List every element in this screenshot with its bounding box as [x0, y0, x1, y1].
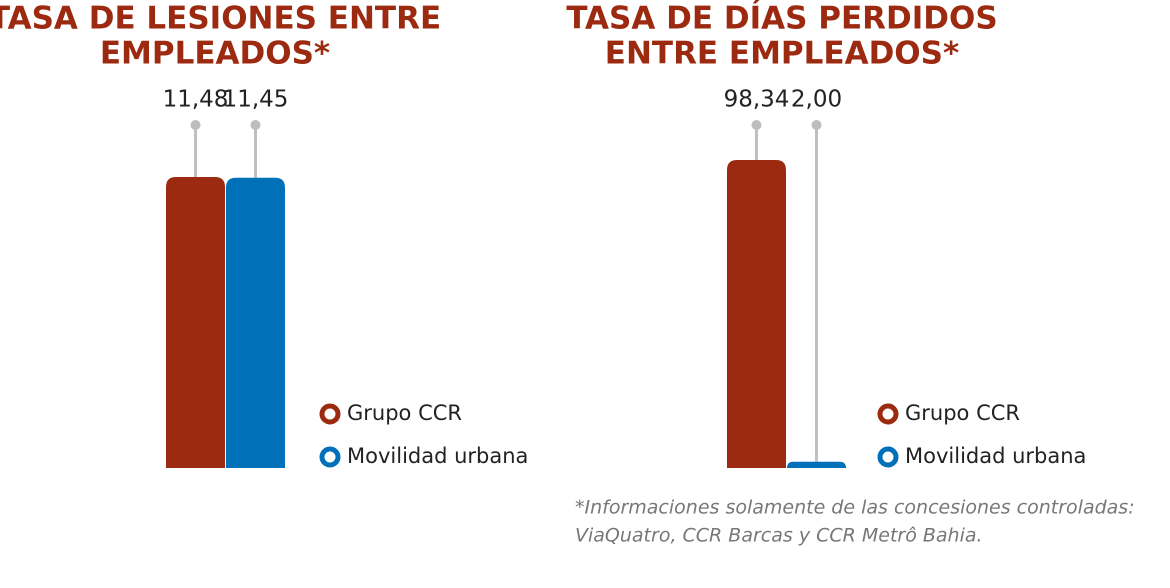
- footnote: ViaQuatro, CCR Barcas y CCR Metrô Bahia.: [575, 525, 983, 547]
- legend-marker: [877, 446, 899, 468]
- value-label: 98,34: [724, 87, 790, 113]
- footnote: *Informaciones solamente de las concesio…: [575, 497, 1135, 519]
- bar: [787, 461, 846, 468]
- stem-dot: [250, 120, 261, 130]
- chart-title: ENTRE EMPLEADOS*: [605, 36, 959, 72]
- chart-title: TASA DE LESIONES ENTRE: [0, 1, 441, 37]
- stem-dot: [751, 120, 762, 130]
- chart-title: EMPLEADOS*: [100, 36, 330, 72]
- stem-dot: [811, 120, 822, 130]
- value-label: 11,45: [223, 87, 289, 113]
- bar: [727, 160, 786, 468]
- legend-marker: [319, 446, 341, 468]
- bar: [226, 177, 285, 469]
- value-label: 11,48: [163, 87, 229, 113]
- bar: [166, 177, 225, 468]
- stem-dot: [190, 120, 201, 130]
- legend-marker: [877, 403, 899, 425]
- legend-label: Movilidad urbana: [347, 444, 528, 468]
- legend-label: Grupo CCR: [905, 401, 1020, 425]
- legend-label: Grupo CCR: [347, 401, 462, 425]
- chart-title: TASA DE DÍAS PERDIDOS: [566, 1, 997, 37]
- legend-marker: [319, 403, 341, 425]
- legend-label: Movilidad urbana: [905, 444, 1086, 468]
- value-label: 2,00: [791, 87, 842, 113]
